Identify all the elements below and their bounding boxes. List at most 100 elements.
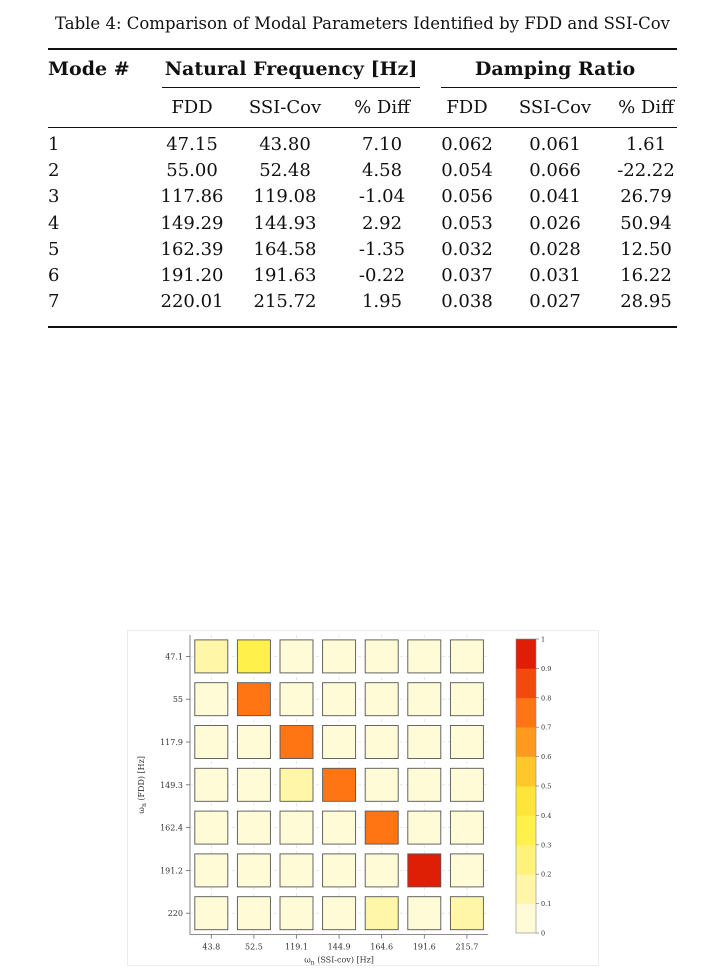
subheader-diff-damp: % Diff [618, 97, 674, 118]
heatmap-cell [322, 767, 357, 802]
cell-ssi-damp: 0.027 [529, 291, 581, 313]
cell-fdd-damp: 0.038 [441, 291, 493, 313]
cell-fdd-damp: 0.054 [441, 160, 493, 182]
y-tick-label: 220 [168, 909, 183, 918]
table-caption: Table 4: Comparison of Modal Parameters … [55, 14, 670, 33]
cell-mode: 1 [48, 134, 60, 155]
cell-diff-damp: -22.22 [617, 160, 675, 182]
cell-diff-damp: 28.95 [620, 291, 672, 313]
colorbar-segment [516, 639, 536, 669]
cell-diff-freq: 4.58 [361, 160, 403, 182]
y-axis-label: ωn (FDD) [Hz] [137, 756, 148, 814]
cell-ssi-damp: 0.066 [529, 160, 581, 182]
x-tick-label: 43.8 [202, 943, 220, 952]
heatmap-cell [194, 853, 229, 888]
y-tick-label: 47.1 [165, 652, 183, 661]
heatmap-cell [364, 896, 399, 931]
colorbar-segment [516, 756, 536, 787]
cell-diff-freq: -0.22 [358, 265, 406, 286]
heatmap-cell [236, 682, 271, 717]
cell-ssi-damp: 0.061 [529, 134, 581, 155]
cell-ssi-freq: 43.80 [259, 134, 311, 155]
heatmap-cell [236, 896, 271, 931]
cell-fdd-freq: 149.29 [160, 212, 224, 234]
heatmap-cell [194, 896, 229, 931]
heatmap-cell [322, 810, 357, 845]
colorbar-tick-label: 0 [541, 930, 545, 938]
y-tick-label: 117.9 [160, 738, 183, 747]
colorbar-tick-label: 0.2 [541, 871, 551, 879]
heatmap-cell [449, 725, 484, 759]
colorbar-tick-label: 0.6 [541, 753, 551, 761]
cell-fdd-damp: 0.062 [441, 134, 493, 155]
cell-fdd-damp: 0.032 [441, 238, 493, 260]
heatmap-cell [407, 725, 442, 759]
cell-mode: 7 [48, 291, 60, 313]
colorbar-tick-label: 0.8 [541, 694, 551, 702]
heatmap-cell [279, 725, 314, 759]
heatmap-cell [194, 810, 229, 845]
colorbar-tick-label: 0.4 [541, 812, 551, 820]
heatmap-cell [407, 896, 442, 931]
x-tick-label: 215.7 [455, 943, 478, 952]
colorbar-tick-label: 0.5 [541, 783, 551, 791]
colorbar-tick-label: 0.9 [541, 665, 551, 673]
heatmap-cell [364, 639, 399, 674]
cell-mode: 2 [48, 160, 60, 182]
colorbar-tick-label: 0.3 [541, 841, 551, 849]
cell-diff-freq: -1.04 [358, 186, 406, 208]
cell-fdd-freq: 191.20 [160, 265, 224, 286]
heatmap-cell [449, 810, 484, 845]
colorbar-tick-label: 1 [541, 636, 545, 644]
heatmap-cell [364, 810, 399, 845]
heatmap-cell [194, 767, 229, 802]
y-tick-label: 162.4 [160, 824, 183, 833]
subheader-fdd-damp: FDD [446, 97, 488, 118]
colorbar-segment [516, 727, 536, 757]
cell-ssi-freq: 144.93 [253, 212, 317, 234]
heatmap-cell [407, 682, 442, 717]
heatmap-cell [279, 682, 314, 717]
cell-ssi-damp: 0.031 [529, 265, 581, 286]
heatmap-cell [322, 725, 357, 759]
heatmap-cell [236, 767, 271, 802]
cell-mode: 4 [48, 212, 60, 234]
heatmap-cell [364, 682, 399, 717]
cell-ssi-freq: 215.72 [253, 291, 317, 313]
heatmap-cell [194, 639, 229, 674]
header-mode: Mode # [48, 58, 130, 80]
heatmap-cell [407, 639, 442, 674]
y-tick-label: 191.2 [160, 866, 183, 875]
heatmap-cell [449, 767, 484, 802]
heatmap-cell [407, 853, 442, 888]
colorbar-segment [516, 786, 536, 816]
cell-ssi-freq: 52.48 [259, 160, 311, 182]
cell-diff-damp: 26.79 [620, 186, 672, 208]
group-rule-damping [441, 87, 677, 88]
cell-ssi-freq: 119.08 [253, 186, 317, 208]
header-damping-ratio: Damping Ratio [474, 58, 636, 80]
cell-diff-freq: -1.35 [358, 238, 406, 260]
cell-fdd-freq: 47.15 [166, 134, 218, 155]
heatmap-cell [322, 639, 357, 674]
cell-fdd-freq: 55.00 [166, 160, 218, 182]
cell-mode: 5 [48, 238, 60, 260]
heatmap-cell [279, 896, 314, 931]
cell-diff-damp: 12.50 [620, 238, 672, 260]
cell-diff-damp: 50.94 [620, 212, 672, 234]
heatmap-cell [236, 853, 271, 888]
y-tick-label: 149.3 [160, 781, 183, 790]
cell-mode: 3 [48, 186, 60, 208]
heatmap-cell [364, 725, 399, 759]
colorbar-segment [516, 668, 536, 699]
colorbar-tick-label: 0.7 [541, 724, 551, 732]
x-tick-label: 52.5 [245, 943, 263, 952]
heatmap-cell [236, 639, 271, 674]
subheader-fdd-freq: FDD [171, 97, 213, 118]
bottom-rule [48, 326, 677, 328]
heatmap-cell [236, 725, 271, 759]
cell-ssi-damp: 0.026 [529, 212, 581, 234]
modal-comparison-table: Table 4: Comparison of Modal Parameters … [0, 0, 725, 340]
x-tick-label: 119.1 [285, 943, 308, 952]
heatmap-cell [407, 810, 442, 845]
